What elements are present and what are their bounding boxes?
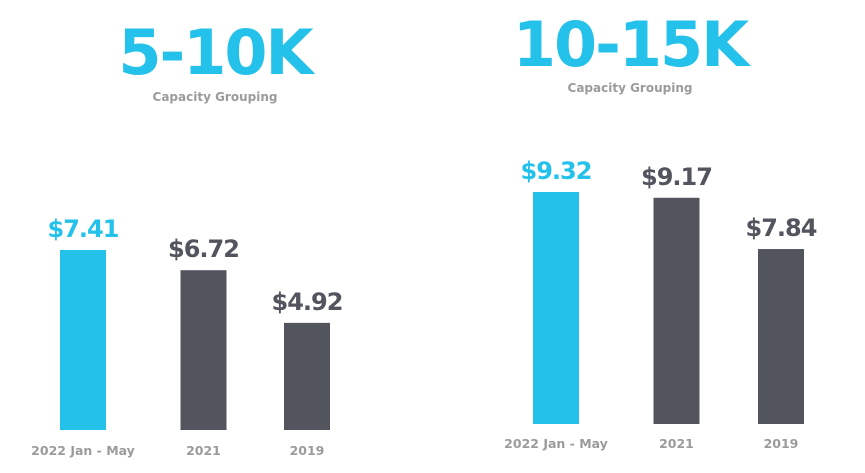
bar-chart-10-15k: $9.32 2022 Jan - May $9.17 2021 $7.84 2019 — [504, 157, 818, 451]
bar-2021 — [653, 197, 700, 424]
data-label: $4.92 — [272, 288, 343, 316]
data-label: $9.32 — [521, 157, 592, 185]
chart-title: 5-10K — [118, 16, 313, 89]
chart-panel-5-10k: 5-10K Capacity Grouping $7.41 2022 Jan - … — [0, 0, 430, 473]
data-label: $7.41 — [48, 215, 119, 243]
bar-2021 — [180, 270, 227, 430]
chart-subtitle: Capacity Grouping — [152, 90, 278, 104]
data-label: $7.84 — [746, 214, 817, 242]
bar-2019 — [758, 249, 804, 424]
category-label: 2019 — [290, 443, 325, 458]
data-label: $6.72 — [168, 235, 239, 263]
chart-title: 10-15K — [512, 8, 749, 81]
category-label: 2022 Jan - May — [504, 436, 608, 451]
category-label: 2022 Jan - May — [31, 443, 135, 458]
category-label: 2021 — [186, 443, 221, 458]
category-label: 2019 — [764, 436, 799, 451]
bar-chart-5-10k: $7.41 2022 Jan - May $6.72 2021 $4.92 2019 — [31, 215, 343, 458]
chart-subtitle: Capacity Grouping — [567, 81, 693, 95]
bar-2022-jan-may — [60, 250, 106, 430]
chart-panel-10-15k: 10-15K Capacity Grouping $9.32 2022 Jan -… — [430, 0, 865, 473]
bar-2022-jan-may — [533, 192, 579, 424]
category-label: 2021 — [659, 436, 694, 451]
bar-2019 — [284, 322, 330, 430]
data-label: $9.17 — [641, 163, 712, 191]
